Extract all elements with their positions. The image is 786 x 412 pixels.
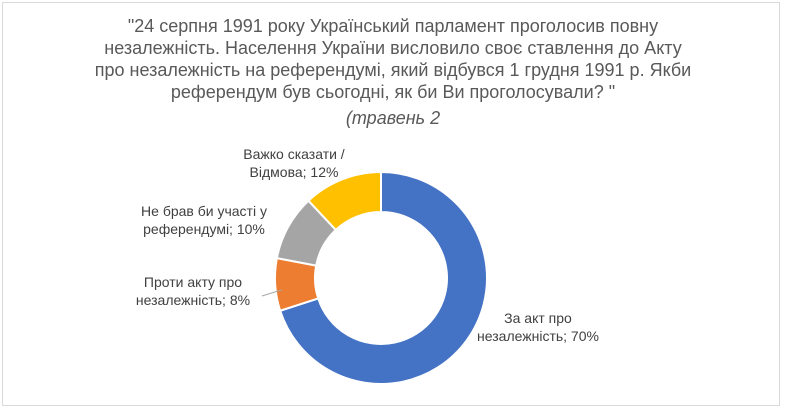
label-for-independence: За акт про незалежність; 70% bbox=[477, 310, 599, 344]
data-label-line: Не брав би участі у bbox=[141, 203, 267, 219]
data-label-line: Відмова; 12% bbox=[250, 164, 339, 180]
data-label-line: незалежність; 8% bbox=[136, 292, 250, 308]
data-label-line: Важко сказати / bbox=[243, 146, 345, 162]
label-against-independence: Проти акту про незалежність; 8% bbox=[136, 274, 250, 308]
label-would-not-vote: Не брав би участі у референдумі; 10% bbox=[141, 203, 267, 237]
chart-subtitle: (травень 2 bbox=[345, 108, 441, 128]
label-hard-to-say: Важко сказати / Відмова; 12% bbox=[243, 146, 345, 180]
slice-hard-to-say bbox=[307, 170, 382, 232]
title-line: референдум був сьогодні, як би Ви прогол… bbox=[170, 82, 616, 102]
data-label-line: Проти акту про bbox=[144, 274, 242, 290]
title-line: незалежність. Населення України висловил… bbox=[104, 38, 682, 58]
chart-frame: "24 серпня 1991 року Український парламе… bbox=[2, 2, 780, 406]
chart-title: "24 серпня 1991 року Український парламе… bbox=[63, 15, 723, 103]
data-label-line: референдумі; 10% bbox=[143, 221, 265, 237]
title-line: про незалежність на референдумі, який ві… bbox=[94, 60, 692, 80]
slice-for-independence bbox=[278, 170, 488, 385]
data-label-line: За акт про bbox=[504, 310, 572, 326]
title-line: "24 серпня 1991 року Український парламе… bbox=[127, 16, 659, 36]
data-label-line: незалежність; 70% bbox=[477, 328, 599, 344]
leader-line bbox=[261, 289, 283, 297]
